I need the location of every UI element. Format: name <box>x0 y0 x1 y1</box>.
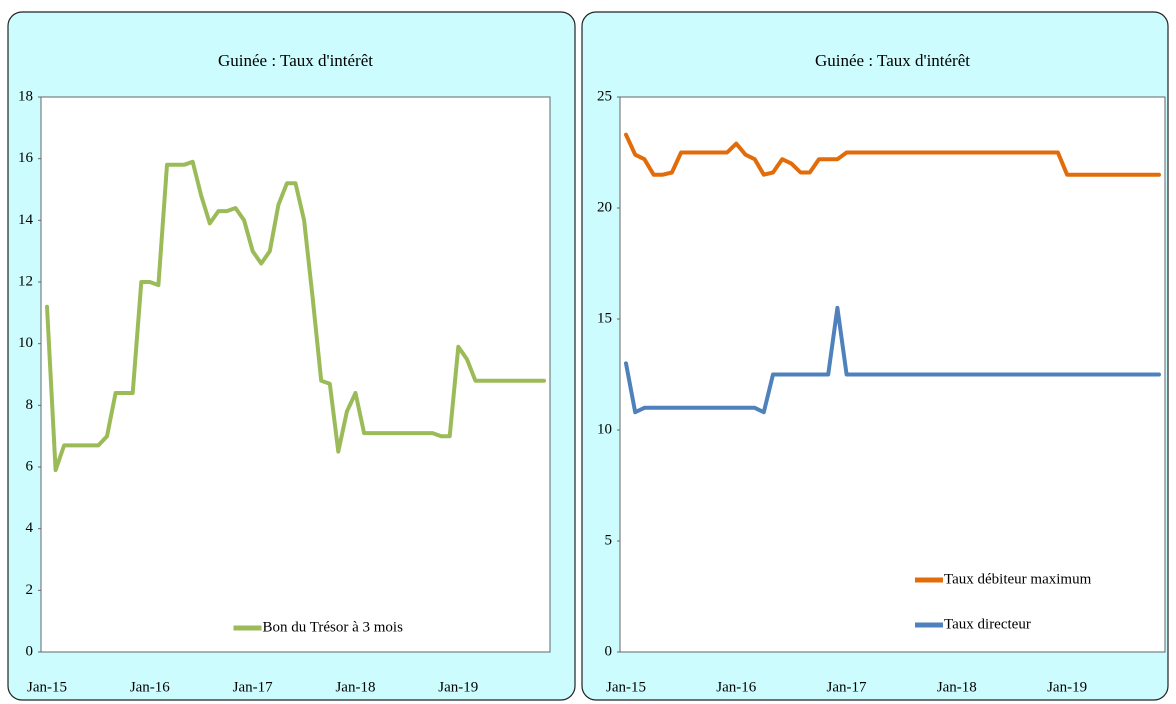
legend-label: Bon du Trésor à 3 mois <box>263 619 404 635</box>
chart-title: Guinée : Taux d'intérêt <box>218 51 373 70</box>
y-tick-label: 15 <box>597 310 612 326</box>
y-tick-label: 20 <box>597 199 612 215</box>
series-line <box>45 159 546 473</box>
legend-label: Taux débiteur maximum <box>944 571 1092 587</box>
y-tick-label: 25 <box>597 88 612 104</box>
x-tick-label: Jan-16 <box>716 679 756 695</box>
series-line <box>624 305 1161 415</box>
x-tick-label: Jan-17 <box>233 679 273 695</box>
x-tick-label: Jan-17 <box>827 679 867 695</box>
x-tick-label: Jan-18 <box>335 679 375 695</box>
x-tick-label: Jan-19 <box>1047 679 1087 695</box>
y-tick-label: 14 <box>18 212 34 228</box>
x-tick-label: Jan-19 <box>438 679 478 695</box>
chart-title: Guinée : Taux d'intérêt <box>815 51 970 70</box>
y-tick-label: 18 <box>18 88 33 104</box>
y-tick-label: 2 <box>26 582 34 598</box>
x-tick-label: Jan-18 <box>937 679 977 695</box>
y-tick-label: 0 <box>26 643 34 659</box>
y-tick-label: 12 <box>18 273 33 289</box>
y-tick-label: 10 <box>597 421 612 437</box>
y-tick-label: 10 <box>18 335 33 351</box>
y-tick-label: 16 <box>18 150 34 166</box>
legend-label: Taux directeur <box>944 616 1031 632</box>
x-tick-label: Jan-15 <box>606 679 646 695</box>
x-tick-label: Jan-16 <box>130 679 170 695</box>
y-tick-label: 0 <box>605 643 613 659</box>
series-line <box>624 132 1161 177</box>
y-tick-label: 4 <box>26 520 34 536</box>
x-tick-label: Jan-15 <box>27 679 67 695</box>
y-tick-label: 6 <box>26 458 34 474</box>
y-tick-label: 5 <box>605 532 613 548</box>
y-tick-label: 8 <box>26 397 34 413</box>
